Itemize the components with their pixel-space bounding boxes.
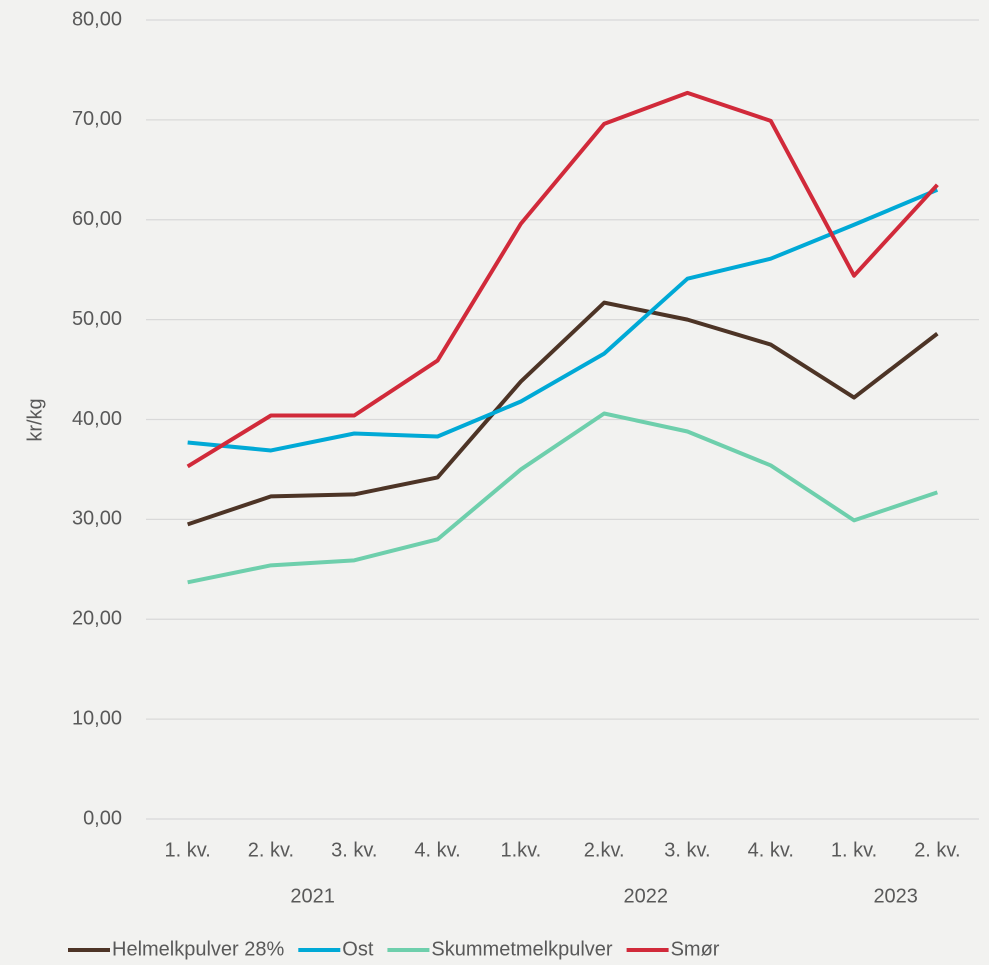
- y-tick-label: 10,00: [72, 707, 122, 729]
- x-tick-label: 4. kv.: [414, 839, 460, 861]
- legend-label: Skummetmelkpulver: [431, 938, 613, 960]
- legend-label: Ost: [342, 938, 374, 960]
- x-tick-label: 1. kv.: [831, 839, 877, 861]
- y-tick-label: 50,00: [72, 308, 122, 330]
- y-tick-label: 0,00: [83, 807, 122, 829]
- x-tick-label: 4. kv.: [748, 839, 794, 861]
- series-line: [187, 411, 938, 585]
- x-tick-label: 1.kv.: [500, 839, 541, 861]
- x-tick-label: 2. kv.: [248, 839, 294, 861]
- y-tick-label: 20,00: [72, 608, 122, 630]
- y-tick-label: 30,00: [72, 508, 122, 530]
- x-tick-label: 1. kv.: [164, 839, 210, 861]
- legend-label: Helmelkpulver 28%: [112, 938, 285, 960]
- x-group-label: 2022: [624, 885, 669, 907]
- y-tick-label: 80,00: [72, 8, 122, 30]
- x-tick-label: 3. kv.: [664, 839, 710, 861]
- x-tick-label: 2.kv.: [584, 839, 625, 861]
- series-line: [187, 300, 939, 527]
- x-tick-label: 2. kv.: [914, 839, 960, 861]
- y-axis-label: kr/kg: [24, 398, 46, 441]
- series-line: [186, 90, 939, 469]
- x-group-label: 2021: [290, 885, 335, 907]
- legend-label: Smør: [671, 938, 720, 960]
- x-group-label: 2023: [873, 885, 918, 907]
- y-tick-label: 60,00: [72, 208, 122, 230]
- y-tick-label: 70,00: [72, 108, 122, 130]
- x-tick-label: 3. kv.: [331, 839, 377, 861]
- series-line: [187, 187, 939, 453]
- y-tick-label: 40,00: [72, 408, 122, 430]
